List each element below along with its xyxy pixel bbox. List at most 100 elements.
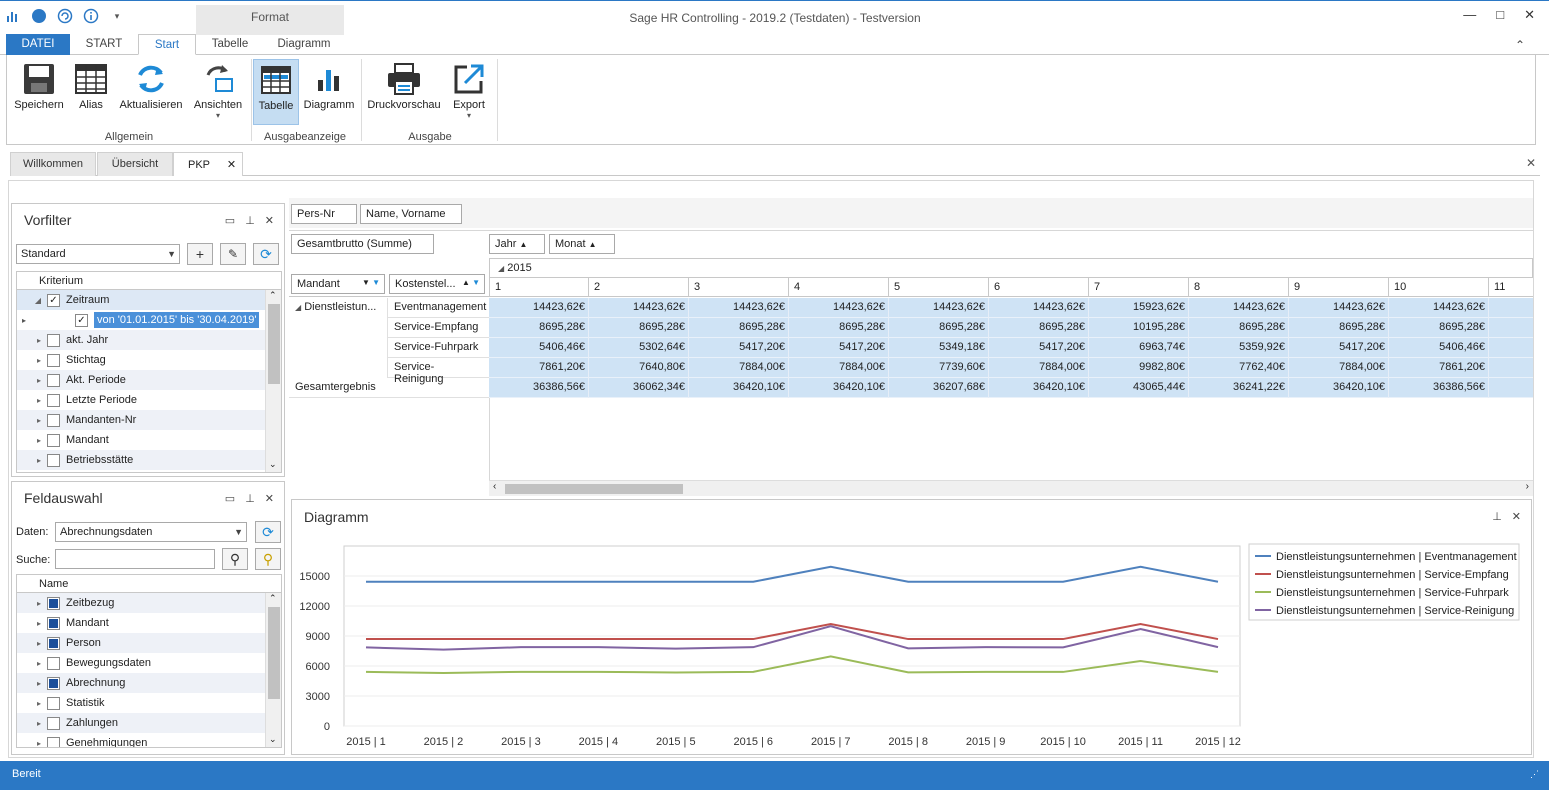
search-button[interactable]: ⚲	[222, 548, 248, 570]
table-cell[interactable]: 7884,00€	[689, 358, 789, 378]
table-cell[interactable]: 36420,10€	[989, 378, 1089, 398]
advanced-search-button[interactable]: ⚲	[255, 548, 281, 570]
month-header[interactable]: 3	[689, 277, 789, 297]
close-all-icon[interactable]: ✕	[1525, 156, 1536, 170]
tab-start-upper[interactable]: START	[85, 38, 123, 50]
pin-icon[interactable]: ⊥	[245, 215, 255, 227]
table-cell[interactable]: 9982,80€	[1089, 358, 1189, 378]
chevron-right-icon[interactable]: ›	[1525, 481, 1529, 492]
table-cell[interactable]: 8695,28€	[789, 318, 889, 338]
pin-icon[interactable]: ⊥	[1492, 511, 1502, 523]
tree-item[interactable]: ▸ Mandanten-Nr	[17, 410, 281, 430]
table-cell[interactable]: 7640,80€	[589, 358, 689, 378]
tree-item[interactable]: ▸ Zahlungen	[17, 713, 281, 733]
expand-icon[interactable]: ▸	[36, 718, 41, 728]
tab-uebersicht[interactable]: Übersicht	[97, 152, 173, 176]
expand-icon[interactable]: ▸	[36, 678, 41, 688]
chevron-down-icon[interactable]: ⌄	[269, 459, 277, 469]
expand-icon[interactable]: ▸	[36, 658, 41, 668]
tab-willkommen[interactable]: Willkommen	[10, 152, 96, 176]
minimize-icon[interactable]: —	[1463, 7, 1477, 22]
tree-item[interactable]: ▸ Zeitbezug	[17, 593, 281, 613]
chevron-left-icon[interactable]: ‹	[493, 481, 497, 492]
table-cell[interactable]: 5406,46€	[489, 338, 589, 358]
table-cell[interactable]: 8695,28€	[989, 318, 1089, 338]
table-cell[interactable]: 7739,60€	[889, 358, 989, 378]
checkbox[interactable]	[47, 393, 60, 407]
collapse-ribbon-icon[interactable]: ⌃	[1514, 38, 1526, 52]
tree-item[interactable]: ▸ Stichtag	[17, 350, 281, 370]
month-header[interactable]: 8	[1189, 277, 1289, 297]
expand-icon[interactable]: ▸	[36, 618, 41, 628]
close-icon[interactable]: ✕	[1511, 511, 1521, 523]
table-cell[interactable]: 14423,62€	[1289, 298, 1389, 318]
tree-item[interactable]: ▸ Person	[17, 633, 281, 653]
month-header[interactable]: 10	[1389, 277, 1489, 297]
alias-button[interactable]: Alias	[69, 59, 113, 125]
table-cell[interactable]: 14423,62€	[1189, 298, 1289, 318]
table-cell[interactable]: 8695,28€	[889, 318, 989, 338]
table-cell[interactable]: 5302,64€	[589, 338, 689, 358]
table-cell[interactable]: 8695,28€	[1389, 318, 1489, 338]
table-cell[interactable]: 6963,74€	[1089, 338, 1189, 358]
maximize-icon[interactable]: □	[1496, 7, 1505, 22]
table-cell[interactable]	[1489, 358, 1533, 378]
views-button[interactable]: Ansichten ▾	[189, 59, 247, 125]
checkbox[interactable]	[47, 413, 60, 427]
table-cell[interactable]: 5406,46€	[1389, 338, 1489, 358]
export-button[interactable]: Export ▾	[445, 59, 493, 125]
table-cell[interactable]: 8695,28€	[589, 318, 689, 338]
field-pers-nr[interactable]: Pers-Nr	[291, 204, 357, 224]
tree-item[interactable]: ▸ Genehmigungen	[17, 733, 281, 747]
table-view-button[interactable]: Tabelle	[253, 59, 299, 125]
row-mandant[interactable]: ◢ Dienstleistun...	[289, 298, 387, 318]
expand-icon[interactable]: ▸	[36, 395, 41, 405]
horizontal-scrollbar[interactable]: ‹ ›	[489, 480, 1533, 496]
table-cell[interactable]	[1489, 298, 1533, 318]
table-cell[interactable]: 14423,62€	[1389, 298, 1489, 318]
table-cell[interactable]: 8695,28€	[489, 318, 589, 338]
table-cell[interactable]: 7884,00€	[1289, 358, 1389, 378]
field-jahr[interactable]: Jahr ▲	[489, 234, 545, 254]
field-gesamtbrutto[interactable]: Gesamtbrutto (Summe)	[291, 234, 434, 254]
month-header[interactable]: 1	[489, 277, 589, 297]
tree-item[interactable]: ▸ Betriebsstätte	[17, 450, 281, 470]
expand-icon[interactable]: ▸	[36, 638, 41, 648]
datasource-select[interactable]: Abrechnungsdaten ▼	[55, 522, 247, 542]
close-icon[interactable]: ✕	[264, 493, 274, 505]
expand-icon[interactable]: ▸	[36, 335, 41, 345]
cost-center-label[interactable]: Service-Reinigung	[387, 358, 489, 385]
pin-icon[interactable]: ⊥	[245, 493, 255, 505]
checkbox[interactable]	[47, 696, 60, 710]
year-header[interactable]: ◢ 2015	[489, 258, 1533, 278]
checkbox[interactable]: ✓	[47, 293, 60, 307]
checkbox[interactable]	[47, 596, 60, 610]
checkbox[interactable]	[47, 736, 60, 747]
tab-datei[interactable]: DATEI	[6, 34, 70, 55]
checkbox[interactable]	[47, 636, 60, 650]
month-header[interactable]: 11	[1489, 277, 1533, 297]
table-cell[interactable]: 14423,62€	[989, 298, 1089, 318]
table-cell[interactable]: 36207,68€	[889, 378, 989, 398]
refresh-button[interactable]: Aktualisieren	[117, 59, 185, 125]
cost-center-label[interactable]: Service-Fuhrpark	[387, 338, 489, 358]
tab-start[interactable]: Start	[138, 34, 196, 55]
scroll-thumb[interactable]	[505, 484, 683, 494]
info-icon[interactable]	[82, 7, 100, 25]
chart-view-button[interactable]: Diagramm	[303, 59, 355, 125]
table-cell[interactable]: 14423,62€	[689, 298, 789, 318]
table-cell[interactable]: 8695,28€	[689, 318, 789, 338]
tree-item[interactable]: ▸ Bewegungsdaten	[17, 653, 281, 673]
table-cell[interactable]: 5349,18€	[889, 338, 989, 358]
tree-item[interactable]: ▸ Abrechnung	[17, 673, 281, 693]
month-header[interactable]: 5	[889, 277, 989, 297]
month-header[interactable]: 6	[989, 277, 1089, 297]
tree-item[interactable]: ◢ ✓ Zeitraum	[17, 290, 281, 310]
checkbox[interactable]: ✓	[75, 313, 88, 327]
table-cell[interactable]: 5417,20€	[1289, 338, 1389, 358]
table-cell[interactable]: 36386,56€	[489, 378, 589, 398]
total-row-label[interactable]: Gesamtergebnis	[289, 378, 489, 398]
customize-qat-icon[interactable]: ▾	[114, 10, 120, 21]
table-cell[interactable]: 5417,20€	[989, 338, 1089, 358]
table-cell[interactable]	[1489, 318, 1533, 338]
